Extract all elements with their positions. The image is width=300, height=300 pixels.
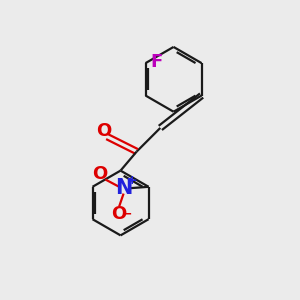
Text: O: O <box>92 165 108 183</box>
Text: +: + <box>127 173 137 187</box>
Text: O: O <box>112 205 127 223</box>
Text: F: F <box>151 53 163 71</box>
Text: O: O <box>96 122 111 140</box>
Text: N: N <box>115 178 132 198</box>
Text: −: − <box>122 207 133 220</box>
